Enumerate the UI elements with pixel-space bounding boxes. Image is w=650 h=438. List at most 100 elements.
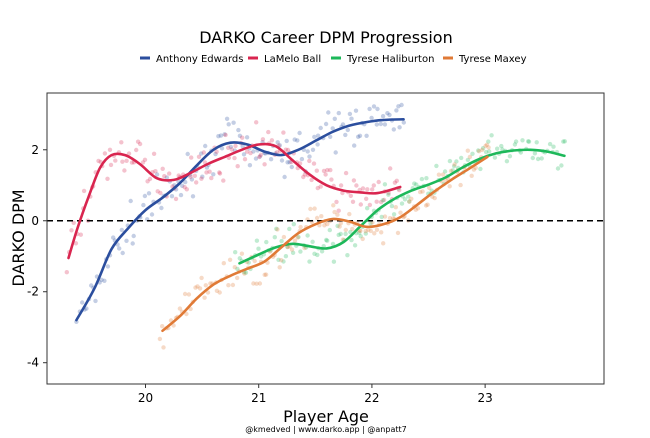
scatter-point (235, 164, 240, 169)
scatter-point (418, 189, 423, 195)
scatter-point (257, 154, 262, 160)
scatter-point (312, 251, 317, 256)
scatter-point (232, 155, 237, 161)
scatter-point (302, 245, 307, 251)
scatter-point (151, 151, 157, 156)
scatter-point (507, 154, 513, 159)
scatter-point (231, 120, 236, 125)
scatter-point (486, 145, 491, 150)
scatter-point (307, 259, 312, 264)
scatter-point (229, 147, 235, 152)
scatter-point (218, 133, 224, 138)
scatter-point (242, 157, 248, 162)
scatter-point (242, 271, 247, 276)
series-line-lamelo-ball (67, 142, 402, 260)
scatter-point (381, 197, 387, 203)
scatter-point (465, 148, 470, 153)
scatter-point (93, 298, 98, 304)
scatter-point (345, 253, 350, 258)
scatter-point (535, 156, 541, 162)
scatter-point (555, 166, 561, 171)
scatter-point (71, 220, 76, 225)
scatter-point (254, 238, 260, 243)
scatter-point (78, 232, 84, 237)
scatter-point (338, 183, 344, 188)
scatter-point (360, 186, 366, 191)
scatter-point (296, 234, 301, 240)
scatter-point (423, 203, 429, 208)
scatter-point (235, 275, 240, 281)
scatter-point (379, 214, 384, 220)
scatter-point (158, 190, 163, 196)
scatter-point (392, 180, 398, 185)
scatter-point (310, 147, 316, 152)
scatter-point (289, 164, 294, 170)
scatter-point (452, 162, 457, 167)
scatter-point (199, 275, 204, 281)
scatter-point (430, 194, 435, 199)
scatter-point (391, 127, 396, 132)
scatter-point (145, 179, 150, 184)
scatter-point (230, 282, 236, 288)
scatter-point (394, 178, 399, 183)
scatter-point (350, 226, 355, 232)
scatter-point (99, 277, 104, 282)
scatter-point (385, 111, 390, 116)
scatter-point (149, 212, 155, 217)
scatter-point (260, 137, 266, 142)
scatter-point (454, 159, 459, 164)
scatter-point (285, 160, 290, 165)
scatter-point (358, 228, 363, 234)
scatter-point (160, 166, 165, 171)
scatter-point (352, 243, 358, 248)
scatter-point (129, 160, 135, 165)
scatter-point (309, 177, 314, 183)
scatter-point (338, 221, 343, 226)
scatter-point (328, 167, 333, 173)
scatter-point (102, 278, 107, 283)
scatter-point (366, 227, 371, 232)
scatter-point (471, 167, 477, 172)
scatter-point (81, 188, 87, 194)
scatter-point (289, 247, 295, 252)
scatter-point (295, 235, 300, 240)
scatter-point (559, 163, 564, 168)
scatter-point (235, 266, 240, 272)
legend-label: Tyrese Maxey (458, 54, 527, 65)
scatter-point (492, 155, 498, 160)
scatter-point (368, 221, 373, 226)
scatter-point (203, 283, 208, 288)
scatter-point (369, 115, 374, 121)
scatter-point (448, 168, 454, 174)
scatter-point (275, 227, 280, 232)
scatter-point (184, 187, 189, 192)
scatter-point (105, 264, 111, 269)
scatter-point (251, 149, 256, 154)
scatter-point (480, 146, 486, 151)
scatter-point (105, 176, 110, 181)
scatter-point (338, 231, 343, 237)
scatter-point (399, 102, 404, 108)
chart-title: DARKO Career DPM Progression (199, 28, 452, 47)
smooth-lines (67, 118, 566, 333)
scatter-point (228, 144, 233, 149)
scatter-point (80, 300, 85, 305)
scatter-point (452, 164, 457, 169)
scatter-point (364, 196, 369, 201)
scatter-point (315, 142, 320, 147)
scatter-point (268, 157, 274, 162)
scatter-point (358, 234, 363, 239)
scatter-point (246, 260, 251, 265)
scatter-point (282, 174, 287, 180)
x-tick-label: 21 (251, 391, 266, 405)
scatter-point (447, 184, 452, 189)
scatter-point (327, 227, 332, 233)
scatter-point (290, 250, 296, 255)
scatter-point (256, 246, 261, 251)
scatter-point (281, 130, 286, 135)
scatter-point (160, 324, 165, 329)
scatter-point (281, 259, 286, 264)
scatter-point (120, 159, 125, 164)
scatter-point (182, 185, 187, 190)
